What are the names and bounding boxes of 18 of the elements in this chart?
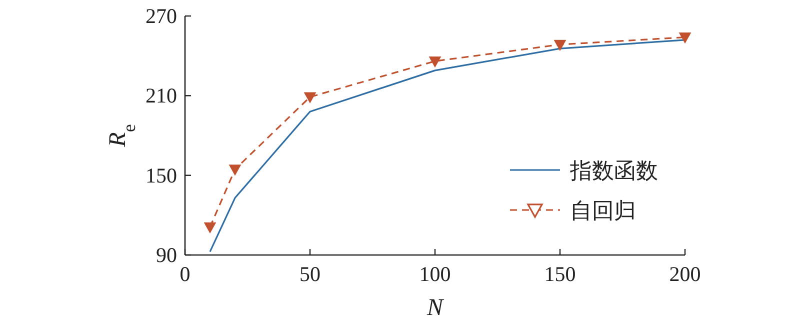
- x-tick-label: 100: [419, 262, 451, 286]
- legend-label: 指数函数: [569, 159, 658, 184]
- y-tick-label: 270: [146, 4, 177, 28]
- x-tick-label: 200: [669, 262, 701, 286]
- point: [229, 164, 241, 176]
- point: [304, 92, 316, 103]
- x-axis-title: N: [426, 295, 445, 321]
- y-tick-label: 210: [146, 84, 177, 108]
- y-tick-label: 90: [156, 243, 177, 267]
- x-tick-label: 150: [544, 262, 576, 286]
- x-tick-label: 0: [180, 262, 190, 286]
- point: [429, 56, 441, 67]
- x-tick-label: 50: [300, 262, 320, 286]
- point: [679, 32, 691, 43]
- point: [204, 222, 216, 233]
- y-tick-label: 150: [146, 163, 177, 188]
- legend-label: 自回归: [570, 199, 636, 224]
- point: [554, 40, 566, 50]
